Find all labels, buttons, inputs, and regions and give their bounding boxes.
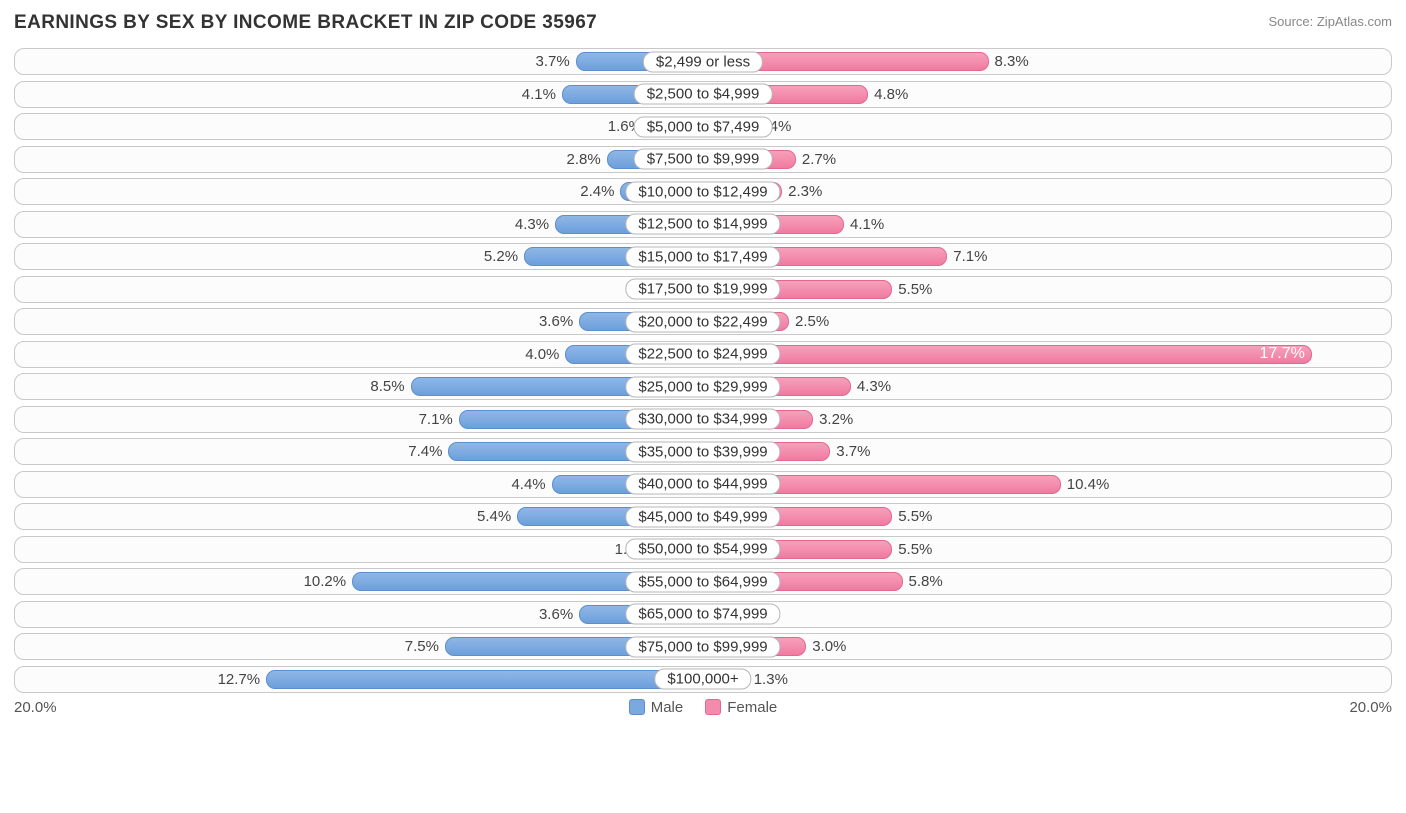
header: EARNINGS BY SEX BY INCOME BRACKET IN ZIP… [14, 12, 1392, 34]
chart-footer: 20.0% Male Female 20.0% [14, 699, 1392, 716]
chart-row: 4.4% 10.4% $40,000 to $44,999 [14, 471, 1392, 498]
bracket-label: $75,000 to $99,999 [625, 636, 780, 657]
male-value: 12.7% [218, 667, 267, 692]
male-value: 4.1% [522, 82, 562, 107]
male-value: 7.4% [408, 439, 448, 464]
chart-row: 10.2% 5.8% $55,000 to $64,999 [14, 568, 1392, 595]
female-value: 3.2% [813, 407, 853, 432]
bracket-label: $40,000 to $44,999 [625, 474, 780, 495]
source-attribution: Source: ZipAtlas.com [1268, 12, 1392, 29]
male-value: 8.5% [370, 374, 410, 399]
chart-row: 3.6% 2.5% $20,000 to $22,499 [14, 308, 1392, 335]
chart-row: 4.3% 4.1% $12,500 to $14,999 [14, 211, 1392, 238]
female-value: 4.1% [844, 212, 884, 237]
male-value: 3.7% [536, 49, 576, 74]
bracket-label: $7,500 to $9,999 [634, 149, 773, 170]
bracket-label: $2,499 or less [643, 51, 763, 72]
axis-right-max: 20.0% [1349, 699, 1392, 716]
female-value: 2.3% [782, 179, 822, 204]
chart-row: 5.4% 5.5% $45,000 to $49,999 [14, 503, 1392, 530]
chart-title: EARNINGS BY SEX BY INCOME BRACKET IN ZIP… [14, 12, 597, 34]
bracket-label: $2,500 to $4,999 [634, 84, 773, 105]
legend-female: Female [705, 699, 777, 716]
chart-row: 3.7% 8.3% $2,499 or less [14, 48, 1392, 75]
male-value: 4.3% [515, 212, 555, 237]
male-bar [266, 670, 703, 689]
chart-row: 4.0% 17.7% $22,500 to $24,999 [14, 341, 1392, 368]
legend-male-label: Male [651, 699, 684, 716]
legend-male: Male [629, 699, 684, 716]
female-value: 1.3% [748, 667, 788, 692]
butterfly-chart: 3.7% 8.3% $2,499 or less 4.1% 4.8% $2,500 to … [14, 48, 1392, 693]
bracket-label: $20,000 to $22,499 [625, 311, 780, 332]
bracket-label: $35,000 to $39,999 [625, 441, 780, 462]
male-value: 5.4% [477, 504, 517, 529]
female-swatch-icon [705, 699, 721, 715]
chart-row: 7.1% 3.2% $30,000 to $34,999 [14, 406, 1392, 433]
female-value: 8.3% [989, 49, 1029, 74]
female-value: 5.5% [892, 537, 932, 562]
chart-row: 7.5% 3.0% $75,000 to $99,999 [14, 633, 1392, 660]
chart-row: 8.5% 4.3% $25,000 to $29,999 [14, 373, 1392, 400]
female-value: 7.1% [947, 244, 987, 269]
chart-row: 2.4% 2.3%$10,000 to $12,499 [14, 178, 1392, 205]
bracket-label: $100,000+ [654, 669, 751, 690]
male-value: 7.5% [405, 634, 445, 659]
bracket-label: $25,000 to $29,999 [625, 376, 780, 397]
chart-row: 7.4% 3.7% $35,000 to $39,999 [14, 438, 1392, 465]
female-value: 5.5% [892, 277, 932, 302]
male-value: 4.0% [525, 342, 565, 367]
female-value: 3.0% [806, 634, 846, 659]
chart-row: 12.7% 1.3%$100,000+ [14, 666, 1392, 693]
female-value: 2.7% [796, 147, 836, 172]
legend: Male Female [629, 699, 778, 716]
chart-row: 3.6%1.0%$65,000 to $74,999 [14, 601, 1392, 628]
female-value: 17.7% [1260, 346, 1305, 363]
male-value: 5.2% [484, 244, 524, 269]
bracket-label: $65,000 to $74,999 [625, 604, 780, 625]
male-value: 7.1% [419, 407, 459, 432]
bracket-label: $15,000 to $17,499 [625, 246, 780, 267]
male-value: 2.4% [580, 179, 620, 204]
male-value: 3.6% [539, 602, 579, 627]
legend-female-label: Female [727, 699, 777, 716]
bracket-label: $12,500 to $14,999 [625, 214, 780, 235]
chart-row: 0.26%5.5%$17,500 to $19,999 [14, 276, 1392, 303]
bracket-label: $22,500 to $24,999 [625, 344, 780, 365]
female-value: 3.7% [830, 439, 870, 464]
female-value: 5.5% [892, 504, 932, 529]
bracket-label: $55,000 to $64,999 [625, 571, 780, 592]
male-value: 4.4% [511, 472, 551, 497]
bracket-label: $45,000 to $49,999 [625, 506, 780, 527]
bracket-label: $5,000 to $7,499 [634, 116, 773, 137]
male-value: 3.6% [539, 309, 579, 334]
male-swatch-icon [629, 699, 645, 715]
chart-row: 1.6%1.4%$5,000 to $7,499 [14, 113, 1392, 140]
bracket-label: $10,000 to $12,499 [625, 181, 780, 202]
female-value: 2.5% [789, 309, 829, 334]
female-value: 4.8% [868, 82, 908, 107]
chart-row: 5.2% 7.1% $15,000 to $17,499 [14, 243, 1392, 270]
female-bar: 17.7% [703, 345, 1312, 364]
bracket-label: $17,500 to $19,999 [625, 279, 780, 300]
bracket-label: $50,000 to $54,999 [625, 539, 780, 560]
female-value: 5.8% [903, 569, 943, 594]
axis-left-max: 20.0% [14, 699, 57, 716]
male-value: 10.2% [304, 569, 353, 594]
chart-row: 4.1% 4.8% $2,500 to $4,999 [14, 81, 1392, 108]
female-value: 10.4% [1061, 472, 1110, 497]
chart-row: 2.8% 2.7% $7,500 to $9,999 [14, 146, 1392, 173]
bracket-label: $30,000 to $34,999 [625, 409, 780, 430]
female-value: 4.3% [851, 374, 891, 399]
chart-row: 1.4%5.5%$50,000 to $54,999 [14, 536, 1392, 563]
male-value: 2.8% [566, 147, 606, 172]
